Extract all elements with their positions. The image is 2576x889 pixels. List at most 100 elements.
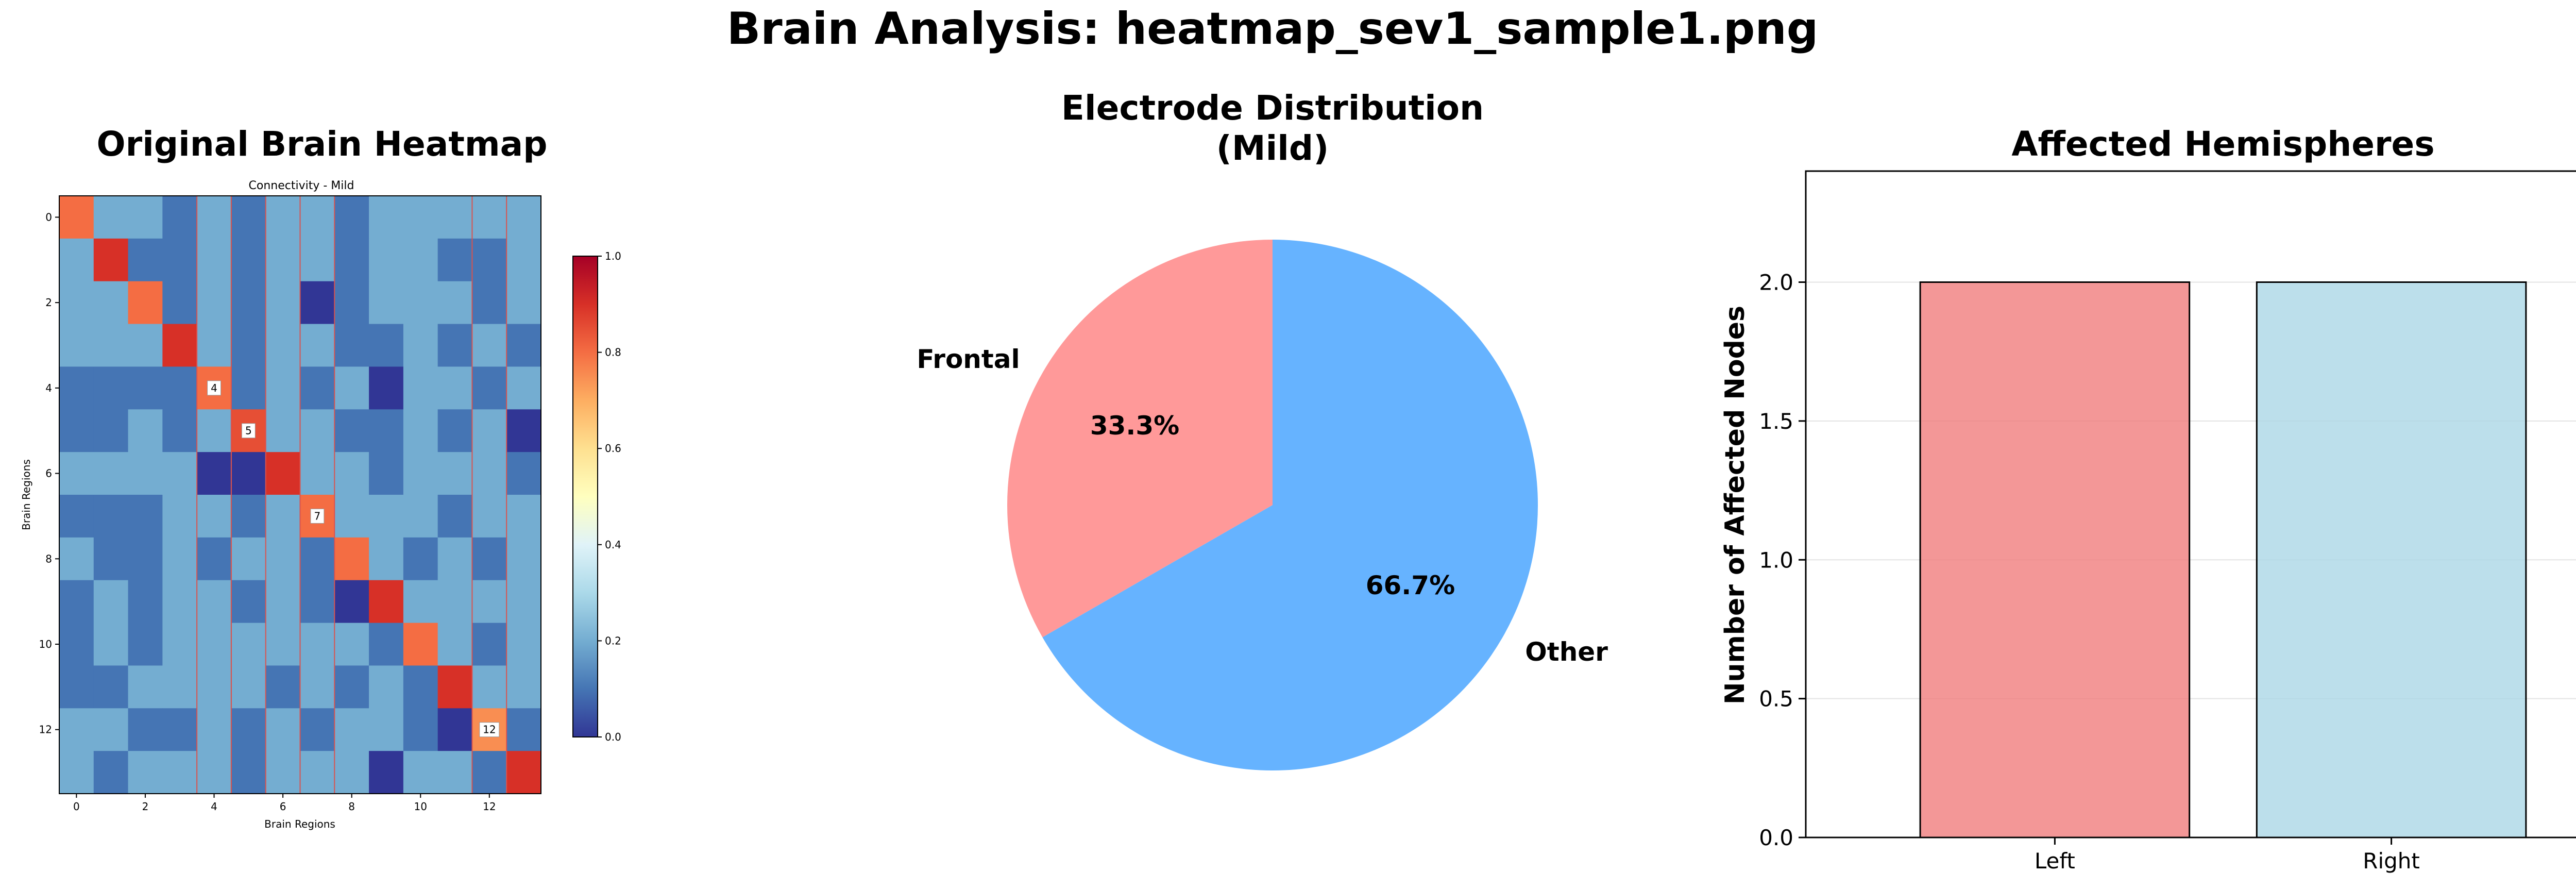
- heatmap-cell: [403, 452, 438, 495]
- heatmap-y-tick-label: 10: [39, 638, 52, 650]
- heatmap-cell: [403, 409, 438, 452]
- pie-slice-frontal: [1007, 240, 1273, 638]
- bar-y-tick-label: 2.0: [1759, 270, 1793, 295]
- heatmap-cell: [334, 281, 369, 325]
- heatmap-cell: [334, 537, 369, 581]
- heatmap-cell: [128, 452, 163, 495]
- heatmap-cell: [403, 580, 438, 624]
- heatmap-cell-labels: 4 5 7 12: [207, 380, 500, 737]
- heatmap-cell: [231, 751, 266, 794]
- heatmap-cell: [197, 281, 232, 325]
- heatmap-cell: [162, 623, 197, 666]
- heatmap-cell: [93, 281, 129, 325]
- heatmap-cell: [162, 708, 197, 751]
- pie-slice-label: Frontal: [917, 344, 1020, 374]
- heatmap-cell: [231, 665, 266, 709]
- bar-y-tick-label: 1.0: [1759, 547, 1793, 573]
- heatmap-cell-label: 7: [314, 510, 321, 522]
- heatmap-cell: [403, 623, 438, 666]
- heatmap-cell: [334, 495, 369, 538]
- heatmap-cell: [128, 238, 163, 282]
- heatmap-cell: [59, 708, 94, 751]
- heatmap-cell: [369, 196, 404, 239]
- heatmap-cell: [403, 366, 438, 410]
- heatmap-cell: [472, 196, 507, 239]
- heatmap-cell: [231, 580, 266, 624]
- heatmap-cell: [162, 452, 197, 495]
- heatmap-cell: [403, 196, 438, 239]
- heatmap-y-tick-label: 8: [45, 552, 52, 565]
- heatmap-cell: [265, 238, 300, 282]
- heatmap-cell: [93, 196, 129, 239]
- heatmap-cell: [59, 665, 94, 709]
- heatmap-cell: [265, 665, 300, 709]
- heatmap-cell: [437, 452, 472, 495]
- heatmap-cell: [369, 495, 404, 538]
- heatmap-cell: [437, 665, 472, 709]
- heatmap-cell: [197, 324, 232, 367]
- bar-bars: [1919, 281, 2527, 838]
- heatmap-cell: [300, 665, 335, 709]
- heatmap-cell: [197, 751, 232, 794]
- heatmap-cell-label: 4: [211, 382, 217, 394]
- heatmap-cell: [472, 238, 507, 282]
- heatmap-cell: [334, 665, 369, 709]
- colorbar-tick-label: 0.4: [605, 539, 621, 551]
- heatmap-cell-label: 5: [245, 425, 252, 437]
- heatmap-cell: [300, 537, 335, 581]
- bar-y-tick-label: 0.5: [1759, 686, 1793, 712]
- heatmap-cell: [437, 324, 472, 367]
- heatmap-cell: [369, 409, 404, 452]
- heatmap-y-tick-label: 4: [45, 382, 52, 394]
- heatmap-cell: [128, 580, 163, 624]
- heatmap-cell: [437, 708, 472, 751]
- heatmap-frame: [59, 195, 541, 794]
- heatmap-cell: [472, 281, 507, 325]
- heatmap-cell: [369, 537, 404, 581]
- heatmap-cell: [472, 665, 507, 709]
- bar-right: [2256, 281, 2527, 838]
- heatmap-y-ticks: 0 2 4 6 8 10 12: [39, 211, 59, 736]
- heatmap-cell: [128, 751, 163, 794]
- heatmap-cell: [128, 409, 163, 452]
- heatmap-cell: [162, 366, 197, 410]
- heatmap-cell: [265, 495, 300, 538]
- heatmap-cell: [197, 409, 232, 452]
- colorbar-tick-label: 0.2: [605, 634, 621, 647]
- heatmap-cell: [59, 751, 94, 794]
- heatmap-cell: [197, 537, 232, 581]
- heatmap-cell: [128, 324, 163, 367]
- heatmap-cell-label: 12: [483, 724, 496, 736]
- heatmap-cell: [231, 708, 266, 751]
- bar-left: [1919, 281, 2191, 838]
- heatmap-cell-label-box: [207, 380, 222, 396]
- heatmap-cell: [59, 238, 94, 282]
- heatmap-cell: [437, 366, 472, 410]
- heatmap-cell: [369, 281, 404, 325]
- heatmap-cell: [162, 324, 197, 367]
- heatmap-cell: [300, 708, 335, 751]
- heatmap-cell: [369, 452, 404, 495]
- heatmap-cell: [506, 238, 541, 282]
- colorbar-tick-label: 1.0: [605, 250, 621, 262]
- heatmap-cell: [472, 366, 507, 410]
- heatmap-cell: [59, 324, 94, 367]
- heatmap-cell: [128, 281, 163, 325]
- heatmap-cell: [128, 537, 163, 581]
- heatmap-cell: [506, 708, 541, 751]
- bar-y-tick-label: 1.5: [1759, 409, 1793, 434]
- heatmap-cell: [59, 537, 94, 581]
- heatmap-cell: [300, 366, 335, 410]
- heatmap-cell: [472, 495, 507, 538]
- heatmap-cell: [162, 665, 197, 709]
- heatmap-cell: [334, 623, 369, 666]
- heatmap-cell: [231, 623, 266, 666]
- heatmap-cell: [93, 495, 129, 538]
- heatmap-cell: [162, 281, 197, 325]
- colorbar-ticks: 0.0 0.2 0.4 0.6 0.8 1.0: [598, 250, 621, 743]
- heatmap-cell: [369, 665, 404, 709]
- heatmap-cell: [93, 751, 129, 794]
- heatmap-cell: [334, 324, 369, 367]
- heatmap-cell: [128, 196, 163, 239]
